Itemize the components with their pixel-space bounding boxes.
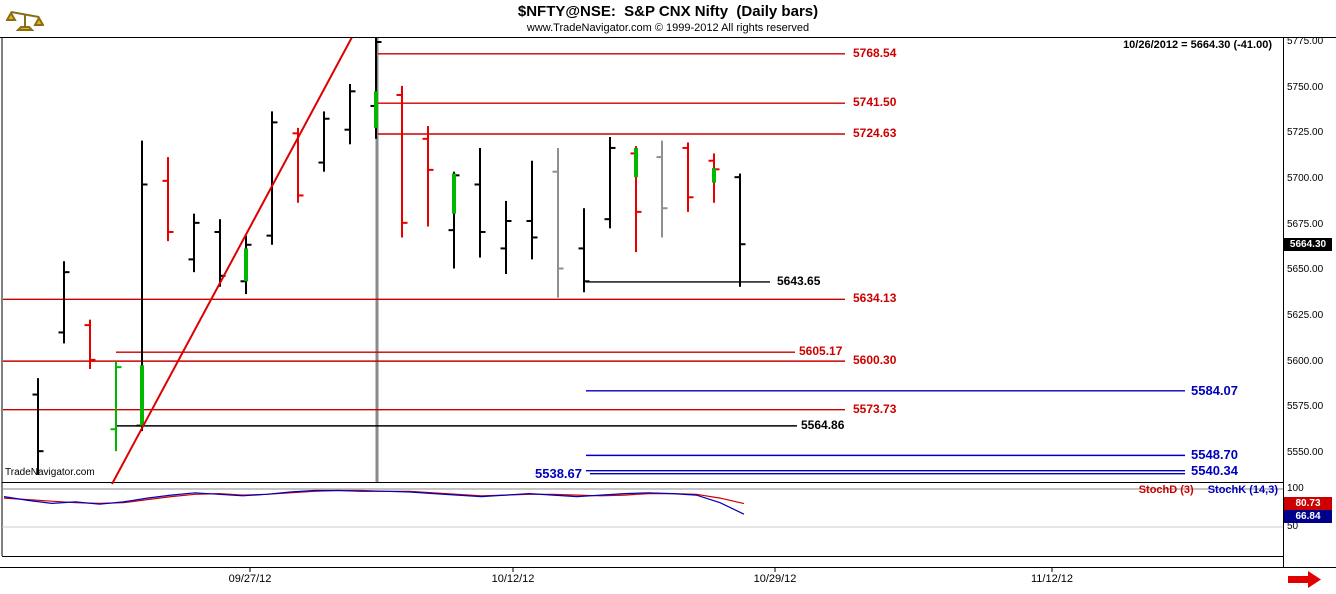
ohlc-bar [422, 126, 434, 227]
ohlc-bar [344, 84, 356, 145]
watermark-text: TradeNavigator.com [5, 467, 95, 478]
ohlc-bar [240, 235, 252, 295]
price-axis-tick: 5575.00 [1287, 401, 1324, 413]
level-label: 5634.13 [853, 291, 897, 306]
stochd-value-badge: 80.73 [1284, 497, 1332, 510]
ohlc-bar [318, 111, 330, 172]
level-label: 5724.63 [853, 126, 897, 140]
ohlc-bar [370, 38, 382, 139]
price-axis-tick: 5775.00 [1287, 36, 1324, 47]
price-axis-tick: 5700.00 [1287, 173, 1324, 184]
stochd-legend-label: StochD (3) [1138, 484, 1194, 496]
stochastic-legend: StochD (3) StochK (14,3) [1139, 484, 1278, 496]
stoch-scale-label: 50 [1287, 521, 1299, 532]
ohlc-bar [188, 213, 200, 273]
ohlc-bar [162, 157, 174, 242]
ohlc-bar [578, 208, 590, 293]
stochk-legend-label: StochK (14,3) [1207, 484, 1278, 496]
ohlc-bar [292, 127, 304, 203]
scroll-right-arrow[interactable] [1288, 571, 1322, 593]
ohlc-bar [32, 378, 44, 475]
price-axis-tick: 5550.00 [1287, 447, 1324, 458]
price-axis-tick: 5625.00 [1287, 310, 1324, 321]
ohlc-bar [734, 173, 746, 287]
level-label: 5584.07 [1191, 382, 1238, 398]
level-label: 5564.86 [801, 417, 845, 432]
ohlc-bar [266, 111, 278, 245]
stochd-line [3, 489, 745, 505]
page-subtitle: www.TradeNavigator.com © 1999-2012 All r… [526, 22, 810, 34]
stoch-scale-label: 100 [1287, 483, 1304, 494]
ohlc-bar [110, 361, 122, 452]
ohlc-bar [708, 153, 720, 203]
ohlc-bar [630, 146, 642, 253]
level-label: 5540.34 [1191, 462, 1238, 478]
level-label: 5573.73 [853, 401, 897, 416]
ohlc-bar [448, 171, 460, 269]
stochk-value-badge: 66.84 [1284, 510, 1332, 523]
level-label: 5600.30 [853, 353, 897, 368]
ohlc-bar [604, 136, 616, 229]
last-price-badge: 5664.30 [1284, 238, 1332, 251]
page-title: $NFTY@NSE: S&P CNX Nifty (Daily bars) [517, 3, 819, 20]
level-label: 5548.70 [1191, 447, 1238, 463]
ohlc-bar [552, 147, 564, 298]
last-quote-readout: 10/26/2012 = 5664.30 (-41.00) [1123, 39, 1272, 51]
price-axis-tick: 5650.00 [1287, 264, 1324, 276]
date-axis-label: 11/12/12 [1030, 573, 1074, 585]
price-axis-tick: 5600.00 [1287, 355, 1324, 367]
level-label: 5741.50 [853, 95, 897, 110]
ohlc-bar [474, 147, 486, 258]
ohlc-bar [526, 160, 538, 260]
price-axis-tick: 5675.00 [1287, 218, 1324, 230]
tradenavigator-logo-icon [5, 2, 45, 37]
date-axis-label: 10/12/12 [491, 573, 535, 585]
ohlc-bar [136, 140, 148, 432]
level-label: 5605.17 [799, 344, 843, 359]
level-label: 5768.54 [853, 45, 897, 60]
date-axis-label: 09/27/12 [228, 573, 272, 585]
ohlc-bar [682, 142, 694, 212]
price-axis-tick: 5750.00 [1287, 81, 1324, 93]
ohlc-bar [656, 140, 668, 238]
level-label: 5643.65 [777, 273, 821, 288]
price-axis-tick: 5725.00 [1287, 127, 1324, 139]
ohlc-bar [84, 319, 96, 369]
stochk-line [3, 489, 745, 515]
date-axis-label: 10/29/12 [753, 573, 797, 585]
trendline[interactable] [111, 26, 358, 485]
ohlc-bar [58, 261, 70, 344]
ohlc-bar [500, 200, 512, 274]
ohlc-bar [396, 85, 408, 238]
level-label: 5538.67 [535, 465, 582, 481]
